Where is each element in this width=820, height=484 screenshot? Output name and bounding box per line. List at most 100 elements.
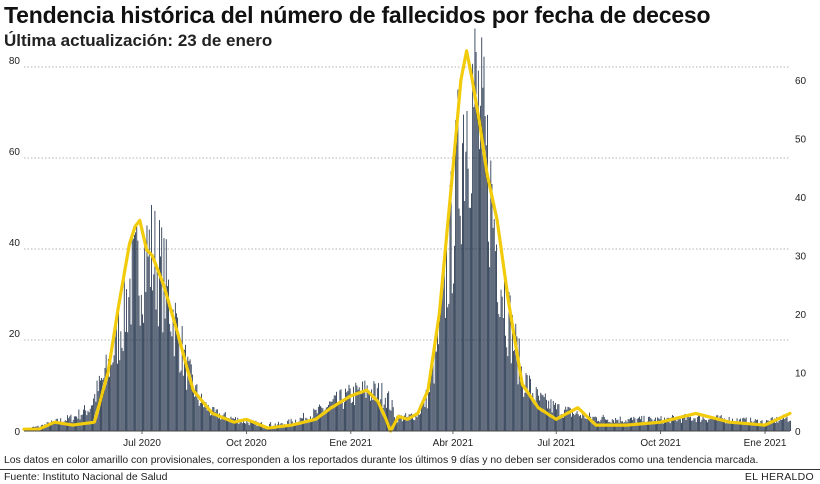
- bar: [532, 393, 534, 431]
- bar: [412, 414, 413, 431]
- bar: [146, 225, 148, 431]
- bar: [230, 416, 232, 431]
- bar: [437, 325, 438, 431]
- bar: [536, 389, 538, 431]
- bar: [94, 394, 96, 431]
- bar: [691, 420, 693, 431]
- bar: [585, 418, 587, 431]
- bar: [523, 396, 525, 431]
- bar: [368, 394, 370, 431]
- bar: [168, 279, 169, 431]
- bar: [62, 422, 64, 431]
- bar: [364, 380, 366, 431]
- bar: [224, 411, 226, 431]
- bar: [518, 338, 520, 431]
- bar: [525, 373, 527, 431]
- bar: [382, 407, 384, 431]
- bar: [762, 424, 764, 431]
- bar: [423, 396, 425, 431]
- bar: [432, 356, 434, 431]
- bar: [547, 408, 548, 431]
- bar: [134, 234, 135, 431]
- bar: [55, 419, 57, 431]
- bar: [387, 393, 388, 431]
- bar: [238, 423, 240, 431]
- bar: [215, 409, 217, 431]
- bar: [690, 416, 691, 431]
- bar: [358, 387, 360, 431]
- bar: [709, 419, 711, 431]
- bar: [56, 418, 58, 431]
- bar: [344, 402, 345, 431]
- bar: [115, 315, 117, 431]
- bar: [322, 408, 324, 431]
- bar: [122, 351, 124, 431]
- bar: [247, 422, 249, 431]
- bar: [187, 356, 189, 431]
- bar: [223, 413, 225, 431]
- bar: [336, 391, 337, 431]
- y-right-tick-label: 10: [795, 369, 807, 380]
- bar: [399, 416, 401, 431]
- bar: [524, 392, 526, 431]
- bar: [119, 360, 121, 431]
- bar: [316, 413, 318, 431]
- bar: [246, 421, 248, 431]
- bar: [156, 265, 158, 431]
- bar: [425, 389, 427, 431]
- bar: [52, 421, 54, 431]
- bar: [421, 405, 423, 431]
- bar: [321, 407, 323, 431]
- x-tick-label: Abr 2021: [433, 438, 474, 449]
- bar: [45, 424, 47, 431]
- bar: [527, 393, 529, 431]
- bar: [487, 114, 488, 432]
- bar: [191, 374, 193, 431]
- bar: [687, 413, 689, 431]
- x-tick-label: Jul 2021: [537, 438, 575, 449]
- bar: [400, 415, 402, 431]
- bar: [460, 244, 462, 431]
- bar: [677, 417, 679, 431]
- bar: [228, 418, 230, 431]
- bar: [551, 412, 553, 431]
- bar: [219, 413, 221, 431]
- bar: [417, 412, 419, 431]
- bar: [366, 385, 368, 431]
- bar: [534, 401, 536, 431]
- bar: [438, 344, 440, 431]
- bar: [446, 249, 447, 431]
- y-left-tick-label: 60: [9, 147, 21, 158]
- bar: [202, 401, 203, 431]
- bar: [104, 367, 106, 431]
- bar: [180, 370, 182, 431]
- bar: [508, 292, 510, 431]
- bar: [214, 412, 216, 431]
- bar: [403, 419, 404, 431]
- bar: [371, 389, 373, 431]
- bar: [170, 331, 172, 431]
- bar: [469, 207, 471, 431]
- bar: [90, 405, 92, 431]
- bar: [702, 416, 704, 431]
- bar: [375, 397, 377, 431]
- bar: [510, 363, 512, 431]
- bar: [339, 390, 341, 431]
- bar: [642, 421, 644, 431]
- bar: [345, 388, 346, 431]
- bar: [561, 414, 563, 431]
- bar: [109, 376, 110, 431]
- bar: [623, 422, 624, 431]
- bar: [698, 415, 699, 431]
- bar: [137, 240, 139, 431]
- bar: [618, 422, 620, 431]
- bar: [54, 421, 56, 431]
- bar: [728, 416, 730, 431]
- bar: [199, 403, 201, 431]
- bar: [733, 422, 735, 431]
- bar: [96, 380, 98, 431]
- bar: [462, 143, 463, 432]
- x-tick-label: Ene 2021: [329, 438, 372, 449]
- bar: [243, 419, 244, 431]
- bar: [726, 421, 728, 431]
